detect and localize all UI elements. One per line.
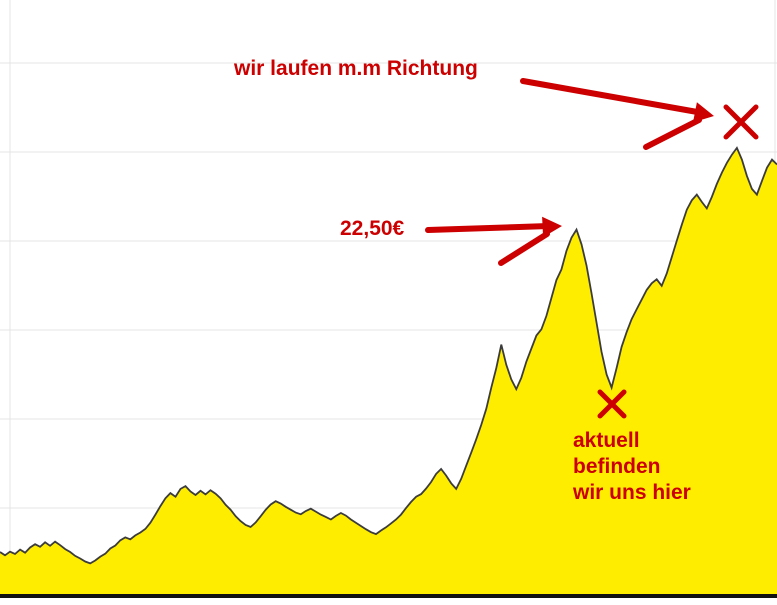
annotation-direction-label: wir laufen m.m Richtung bbox=[234, 57, 478, 80]
price-line bbox=[0, 146, 777, 565]
area-fill bbox=[0, 147, 777, 596]
annotation-current-position-label: aktuell befinden wir uns hier bbox=[573, 429, 691, 504]
annotation-price-label: 22,50€ bbox=[340, 217, 405, 240]
x-mark-icon bbox=[597, 389, 627, 419]
arrow-shaft bbox=[498, 231, 550, 266]
arrow-head-icon bbox=[542, 216, 562, 238]
arrow-head-icon bbox=[693, 102, 714, 123]
x-mark-icon bbox=[723, 104, 759, 140]
arrow-shaft bbox=[520, 78, 706, 116]
arrow-shaft bbox=[643, 117, 702, 150]
arrow-shaft bbox=[425, 223, 552, 233]
